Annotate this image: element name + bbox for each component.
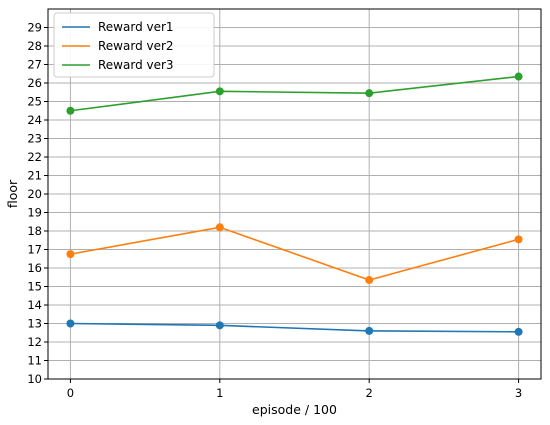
data-point-reward-ver3 — [365, 89, 374, 98]
y-tick-label: 10 — [27, 372, 42, 386]
data-point-reward-ver3 — [66, 106, 75, 115]
y-tick-label: 11 — [27, 354, 42, 368]
legend: Reward ver1 Reward ver2 Reward ver3 — [53, 12, 215, 78]
data-point-reward-ver2 — [514, 235, 523, 244]
x-tick-label: 0 — [67, 386, 74, 400]
y-tick-label: 15 — [27, 280, 42, 294]
x-tick-label: 3 — [515, 386, 522, 400]
y-tick-label: 28 — [27, 39, 42, 53]
data-point-reward-ver1 — [66, 319, 75, 328]
y-tick-label: 26 — [27, 76, 42, 90]
y-tick-label: 29 — [27, 21, 42, 35]
series-line-reward-ver3 — [70, 75, 519, 112]
y-tick-label: 22 — [27, 150, 42, 164]
y-tick-label: 12 — [27, 335, 42, 349]
y-tick-label: 19 — [27, 206, 42, 220]
y-axis-label: floor — [5, 179, 20, 208]
y-tick-label: 24 — [27, 113, 42, 127]
series-line-reward-ver2 — [70, 226, 519, 281]
y-tick-label: 27 — [27, 58, 42, 72]
y-tick-label: 13 — [27, 317, 42, 331]
y-tick-label: 23 — [27, 132, 42, 146]
legend-label: Reward ver1 — [98, 20, 174, 34]
y-tick-label: 18 — [27, 224, 42, 238]
legend-label: Reward ver2 — [98, 39, 174, 53]
y-tick-label: 16 — [27, 261, 42, 275]
data-point-reward-ver1 — [514, 327, 523, 336]
data-point-reward-ver3 — [215, 87, 224, 96]
legend-box — [53, 12, 215, 78]
series-line-reward-ver1 — [70, 322, 519, 333]
legend-label: Reward ver3 — [98, 58, 174, 72]
y-tick-label: 17 — [27, 243, 42, 257]
data-point-reward-ver2 — [365, 276, 374, 285]
axis-ticks: 1011121314151617181920212223242526272829… — [27, 21, 522, 401]
data-point-reward-ver2 — [66, 250, 75, 259]
data-point-reward-ver3 — [514, 72, 523, 81]
grid-lines — [48, 9, 541, 380]
y-tick-label: 20 — [27, 187, 42, 201]
x-tick-label: 1 — [216, 386, 223, 400]
series-layer — [66, 72, 523, 336]
data-point-reward-ver2 — [215, 223, 224, 232]
y-tick-label: 25 — [27, 95, 42, 109]
data-point-reward-ver1 — [365, 326, 374, 335]
data-point-reward-ver1 — [215, 321, 224, 330]
x-tick-label: 2 — [366, 386, 373, 400]
y-tick-label: 14 — [27, 298, 42, 312]
y-tick-label: 21 — [27, 169, 42, 183]
x-axis-label: episode / 100 — [252, 402, 337, 417]
